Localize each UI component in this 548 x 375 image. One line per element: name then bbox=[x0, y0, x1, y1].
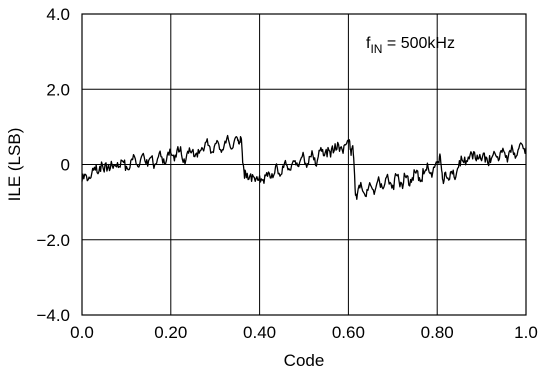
frequency-annotation: fIN = 500kHz bbox=[366, 35, 455, 56]
plot-frame bbox=[81, 13, 527, 316]
x-tick-label: 0.0 bbox=[70, 323, 94, 342]
x-tick-label: 1.0 bbox=[514, 323, 538, 342]
x-tick-labels: 0.0 0.20 0.40 0.60 0.80 1.0 bbox=[70, 323, 538, 342]
y-tick-label: 4.0 bbox=[46, 5, 70, 24]
x-tick-label: 0.40 bbox=[243, 323, 276, 342]
annotation-prefix: f bbox=[366, 35, 371, 52]
y-tick-label: 0 bbox=[61, 156, 70, 175]
x-tick-label: 0.60 bbox=[332, 323, 365, 342]
x-tick-label: 0.80 bbox=[421, 323, 454, 342]
y-axis-label: ILE (LSB) bbox=[5, 128, 24, 202]
y-tick-labels: 4.0 2.0 0 −2.0 −4.0 bbox=[36, 5, 70, 325]
x-axis-label: Code bbox=[284, 351, 325, 370]
annotation-suffix: = 500kHz bbox=[382, 35, 454, 52]
series-layer bbox=[81, 134, 527, 200]
y-tick-label: −2.0 bbox=[36, 231, 70, 250]
x-tick-label: 0.20 bbox=[154, 323, 187, 342]
y-tick-label: 2.0 bbox=[46, 80, 70, 99]
ile-series-line bbox=[81, 134, 527, 200]
y-tick-label: −4.0 bbox=[36, 306, 70, 325]
annotation-subscript: IN bbox=[370, 42, 382, 56]
